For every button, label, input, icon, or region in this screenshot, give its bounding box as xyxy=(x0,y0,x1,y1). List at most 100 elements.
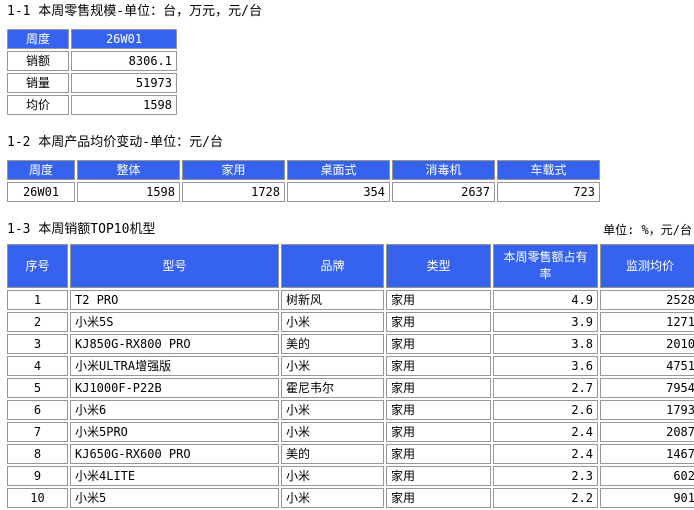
cell-brand: 霍尼韦尔 xyxy=(281,378,384,398)
cell-price: 1793 xyxy=(600,400,694,420)
col-header-household: 家用 xyxy=(182,160,285,180)
cell-type: 家用 xyxy=(386,312,491,332)
cell-price: 2087 xyxy=(600,422,694,442)
table-header-row: 序号 型号 品牌 类型 本周零售额占有率 监测均价 xyxy=(7,244,694,288)
cell-share: 2.7 xyxy=(493,378,598,398)
cell-rank: 1 xyxy=(7,290,68,310)
table-header-row: 周度 26W01 xyxy=(7,29,177,49)
section-1-1-title: 1-1 本周零售规模-单位：台，万元，元/台 xyxy=(7,4,262,19)
cell-type: 家用 xyxy=(386,378,491,398)
col-header-sterilizer: 消毒机 xyxy=(392,160,495,180)
cell-rank: 7 xyxy=(7,422,68,442)
cell-type: 家用 xyxy=(386,422,491,442)
cell-overall-price: 1598 xyxy=(77,182,180,202)
col-header-share: 本周零售额占有率 xyxy=(493,244,598,288)
cell-type: 家用 xyxy=(386,290,491,310)
col-header-desktop: 桌面式 xyxy=(287,160,390,180)
cell-price: 602 xyxy=(600,466,694,486)
cell-rank: 5 xyxy=(7,378,68,398)
cell-model: KJ850G-RX800 PRO xyxy=(70,334,279,354)
col-header-vehicle: 车载式 xyxy=(497,160,600,180)
row-label-sales-volume: 销量 xyxy=(7,73,69,93)
col-header-week-value: 26W01 xyxy=(71,29,177,49)
section-1-3-title-row: 1-3 本周销额TOP10机型 单位: %，元/台 xyxy=(7,222,692,238)
cell-share: 2.4 xyxy=(493,422,598,442)
table-row: 5 KJ1000F-P22B 霍尼韦尔 家用 2.7 7954 xyxy=(7,378,694,398)
cell-model: KJ1000F-P22B xyxy=(70,378,279,398)
cell-share: 3.9 xyxy=(493,312,598,332)
cell-price: 901 xyxy=(600,488,694,508)
cell-price: 2010 xyxy=(600,334,694,354)
cell-desktop-price: 354 xyxy=(287,182,390,202)
cell-rank: 2 xyxy=(7,312,68,332)
cell-brand: 美的 xyxy=(281,334,384,354)
cell-model: T2 PRO xyxy=(70,290,279,310)
cell-price: 7954 xyxy=(600,378,694,398)
col-header-overall: 整体 xyxy=(77,160,180,180)
cell-price: 2528 xyxy=(600,290,694,310)
cell-share: 4.9 xyxy=(493,290,598,310)
cell-price: 1467 xyxy=(600,444,694,464)
cell-brand: 树新风 xyxy=(281,290,384,310)
cell-brand: 小米 xyxy=(281,466,384,486)
row-label-sales-amount: 销额 xyxy=(7,51,69,71)
unit-note: 单位: %，元/台 xyxy=(603,223,692,237)
row-label-avg-price: 均价 xyxy=(7,95,69,115)
cell-brand: 美的 xyxy=(281,444,384,464)
col-header-monitored-price: 监测均价 xyxy=(600,244,694,288)
cell-type: 家用 xyxy=(386,400,491,420)
cell-sales-volume: 51973 xyxy=(71,73,177,93)
cell-rank: 4 xyxy=(7,356,68,376)
cell-model: 小米5 xyxy=(70,488,279,508)
cell-rank: 6 xyxy=(7,400,68,420)
cell-household-price: 1728 xyxy=(182,182,285,202)
cell-model: KJ650G-RX600 PRO xyxy=(70,444,279,464)
cell-rank: 9 xyxy=(7,466,68,486)
col-header-brand: 品牌 xyxy=(281,244,384,288)
col-header-week: 周度 xyxy=(7,29,69,49)
cell-brand: 小米 xyxy=(281,422,384,442)
table-row: 1 T2 PRO 树新风 家用 4.9 2528 xyxy=(7,290,694,310)
table-row: 3 KJ850G-RX800 PRO 美的 家用 3.8 2010 xyxy=(7,334,694,354)
col-header-type: 类型 xyxy=(386,244,491,288)
cell-brand: 小米 xyxy=(281,312,384,332)
cell-share: 3.6 xyxy=(493,356,598,376)
cell-share: 3.8 xyxy=(493,334,598,354)
cell-sterilizer-price: 2637 xyxy=(392,182,495,202)
col-header-week: 周度 xyxy=(7,160,75,180)
table-row: 6 小米6 小米 家用 2.6 1793 xyxy=(7,400,694,420)
cell-share: 2.4 xyxy=(493,444,598,464)
table-row: 销额 8306.1 xyxy=(7,51,177,71)
cell-model: 小米4LITE xyxy=(70,466,279,486)
table-row: 8 KJ650G-RX600 PRO 美的 家用 2.4 1467 xyxy=(7,444,694,464)
cell-model: 小米5S xyxy=(70,312,279,332)
cell-price: 4751 xyxy=(600,356,694,376)
avg-price-by-type-table: 周度 整体 家用 桌面式 消毒机 车载式 26W01 1598 1728 354… xyxy=(5,158,602,204)
col-header-model: 型号 xyxy=(70,244,279,288)
cell-type: 家用 xyxy=(386,444,491,464)
cell-brand: 小米 xyxy=(281,488,384,508)
table-row: 26W01 1598 1728 354 2637 723 xyxy=(7,182,600,202)
cell-avg-price: 1598 xyxy=(71,95,177,115)
cell-brand: 小米 xyxy=(281,356,384,376)
cell-rank: 3 xyxy=(7,334,68,354)
spacer xyxy=(7,117,690,135)
cell-rank: 8 xyxy=(7,444,68,464)
cell-model: 小米5PRO xyxy=(70,422,279,442)
weekly-retail-scale-table: 周度 26W01 销额 8306.1 销量 51973 均价 1598 xyxy=(5,27,179,117)
table-row: 销量 51973 xyxy=(7,73,177,93)
cell-week: 26W01 xyxy=(7,182,75,202)
table-row: 4 小米ULTRA增强版 小米 家用 3.6 4751 xyxy=(7,356,694,376)
table-row: 9 小米4LITE 小米 家用 2.3 602 xyxy=(7,466,694,486)
table-row: 2 小米5S 小米 家用 3.9 1271 xyxy=(7,312,694,332)
table-header-row: 周度 整体 家用 桌面式 消毒机 车载式 xyxy=(7,160,600,180)
col-header-rank: 序号 xyxy=(7,244,68,288)
cell-sales-amount: 8306.1 xyxy=(71,51,177,71)
cell-share: 2.2 xyxy=(493,488,598,508)
section-1-2-title: 1-2 本周产品均价变动-单位：元/台 xyxy=(7,135,223,150)
cell-rank: 10 xyxy=(7,488,68,508)
cell-type: 家用 xyxy=(386,488,491,508)
table-row: 均价 1598 xyxy=(7,95,177,115)
cell-price: 1271 xyxy=(600,312,694,332)
report-page: 1-1 本周零售规模-单位：台，万元，元/台 周度 26W01 销额 8306.… xyxy=(5,4,694,510)
